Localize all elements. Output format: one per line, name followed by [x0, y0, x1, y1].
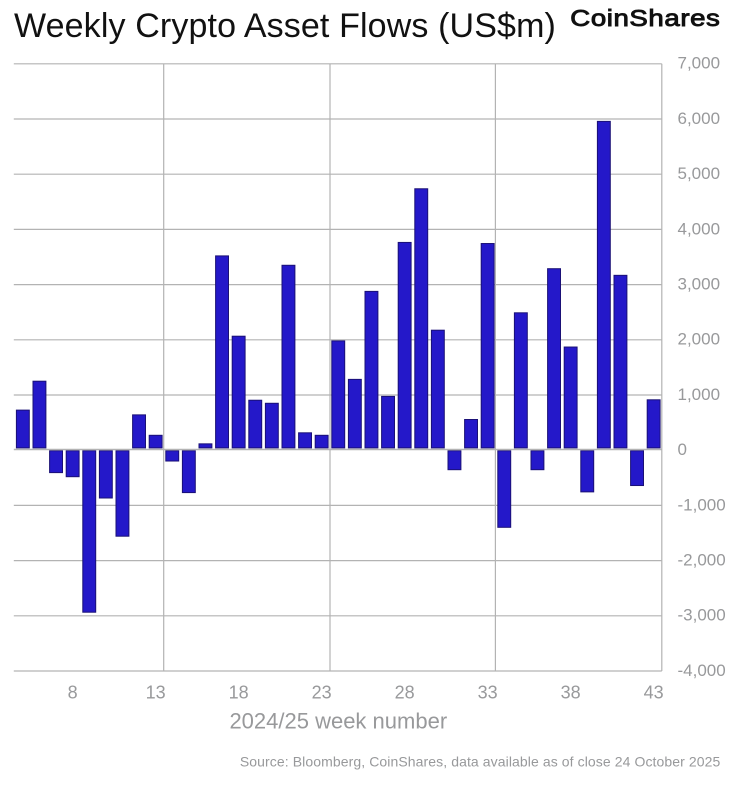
svg-text:CoinShares: CoinShares: [570, 6, 720, 31]
svg-text:2,000: 2,000: [678, 330, 721, 349]
svg-text:33: 33: [478, 683, 498, 703]
svg-text:4,000: 4,000: [678, 219, 721, 238]
svg-text:38: 38: [561, 683, 581, 703]
svg-text:Weekly Crypto Asset Flows (US$: Weekly Crypto Asset Flows (US$m): [14, 7, 556, 45]
svg-text:-3,000: -3,000: [678, 606, 726, 625]
svg-text:0: 0: [678, 440, 687, 459]
svg-text:5,000: 5,000: [678, 164, 721, 183]
svg-text:2024/25 week number: 2024/25 week number: [229, 709, 447, 734]
svg-text:1,000: 1,000: [678, 385, 721, 404]
svg-text:Source: Bloomberg, CoinShares,: Source: Bloomberg, CoinShares, data avai…: [240, 753, 721, 769]
svg-text:-4,000: -4,000: [678, 661, 726, 680]
svg-text:-2,000: -2,000: [678, 551, 726, 570]
svg-text:13: 13: [146, 683, 166, 703]
svg-text:6,000: 6,000: [678, 109, 721, 128]
svg-text:43: 43: [644, 683, 664, 703]
svg-text:3,000: 3,000: [678, 275, 721, 294]
svg-text:23: 23: [312, 683, 332, 703]
svg-text:-1,000: -1,000: [678, 495, 726, 514]
svg-text:28: 28: [395, 683, 415, 703]
svg-text:18: 18: [229, 683, 249, 703]
svg-text:8: 8: [68, 683, 78, 703]
svg-text:7,000: 7,000: [678, 54, 721, 73]
